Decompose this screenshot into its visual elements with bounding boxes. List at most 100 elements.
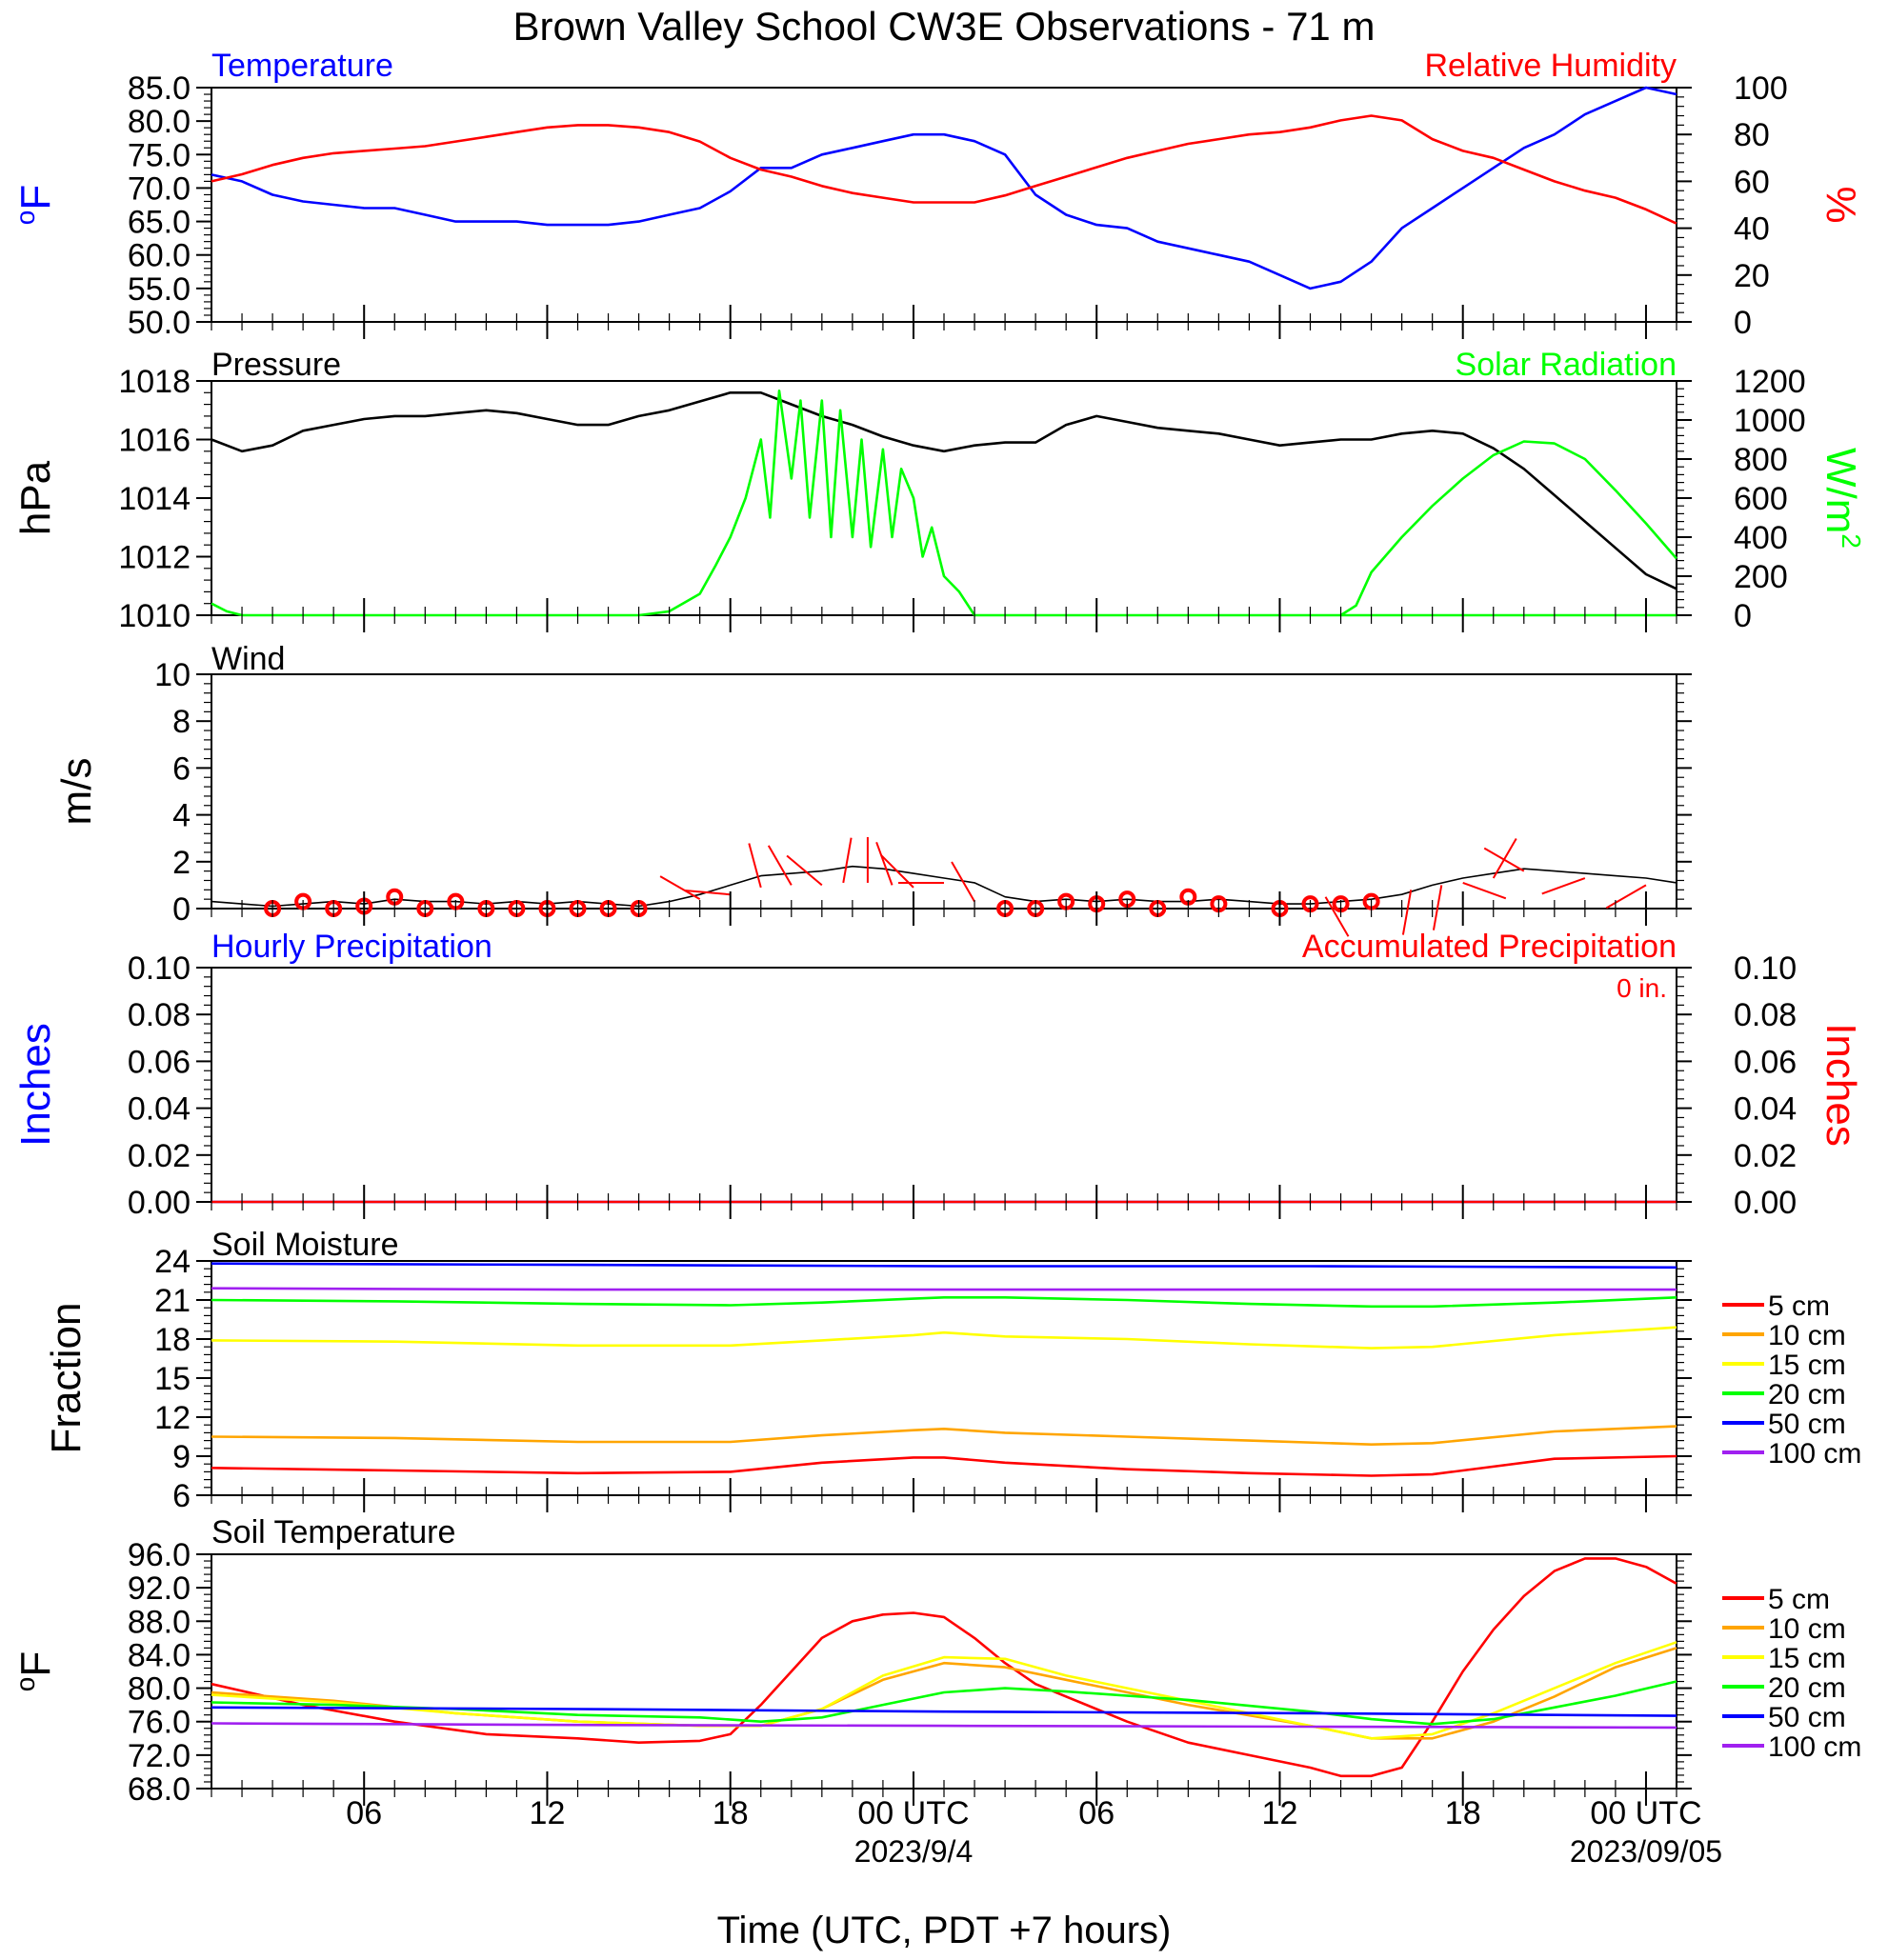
y-tick-label: 0.02 <box>128 1138 191 1174</box>
y-tick-label: 96.0 <box>128 1537 191 1573</box>
temperature-plot-frame <box>211 87 1677 323</box>
soil-moisture-unit: Fraction <box>43 1303 90 1454</box>
y-tick-label: 15 <box>154 1361 191 1397</box>
y-tick-label-right: 400 <box>1734 520 1788 556</box>
wind-barb <box>875 841 894 886</box>
hourly-precip-title: Hourly Precipitation <box>211 929 492 965</box>
y-tick-label-right: 0.00 <box>1734 1185 1797 1221</box>
unit-letter: F <box>12 1651 59 1677</box>
wind-barb <box>1401 890 1413 935</box>
pressure-title: Pressure <box>211 347 341 383</box>
humidity-title: Relative Humidity <box>1424 48 1677 84</box>
wind-barb <box>1462 882 1507 900</box>
x-tick-label: 18 <box>713 1795 749 1831</box>
pressure-line <box>211 390 1677 590</box>
wind-plot-frame <box>211 673 1677 910</box>
y-tick-label: 1018 <box>118 364 191 400</box>
precipitation-panel: Hourly Precipitation Accumulated Precipi… <box>12 929 1864 1221</box>
y-tick-label: 84.0 <box>128 1637 191 1673</box>
temperature-unit: oF <box>10 185 59 225</box>
solar-title: Solar Radiation <box>1456 347 1677 383</box>
x-axis-title: Time (UTC, PDT +7 hours) <box>717 1910 1172 1951</box>
y-tick-label-right: 0.10 <box>1734 950 1797 987</box>
unit-letter: F <box>12 185 59 210</box>
precip-left-unit: Inches <box>12 1023 59 1147</box>
y-tick-label-right: 0.02 <box>1734 1138 1797 1174</box>
y-tick-label: 9 <box>172 1439 191 1475</box>
wind-title: Wind <box>211 641 285 677</box>
15-cm-line <box>211 1326 1677 1350</box>
pressure-solar-panel: Pressure Solar Radiation hPa W/m2 101010… <box>12 347 1866 634</box>
y-tick-label: 75.0 <box>128 137 191 173</box>
solar-radiation-day-2--line <box>1339 440 1677 617</box>
y-tick-label: 4 <box>172 798 191 834</box>
wind-barb <box>1483 847 1525 872</box>
solar-unit: W/m2 <box>1818 448 1866 549</box>
y-tick-label: 68.0 <box>128 1771 191 1808</box>
legend-label: 5 cm <box>1768 1584 1830 1615</box>
soil-moisture-series <box>211 1262 1677 1477</box>
soil-temperature-panel: Soil Temperature oF 68.072.076.080.084.0… <box>10 1514 1861 1808</box>
soil-moisture-x-ticks <box>211 1478 1677 1512</box>
y-tick-label: 72.0 <box>128 1738 191 1774</box>
legend-label: 100 cm <box>1768 1438 1861 1470</box>
y-tick-label: 50.0 <box>128 305 191 341</box>
y-tick-label-right: 20 <box>1734 258 1770 294</box>
y-tick-label-right: 1000 <box>1734 403 1806 439</box>
temperature-line <box>211 86 1677 290</box>
wind-barb <box>786 854 823 887</box>
soil-temperature-unit: oF <box>10 1651 59 1691</box>
y-tick-label-right: 200 <box>1734 559 1788 595</box>
y-tick-label-right: 0 <box>1734 305 1752 341</box>
y-tick-label: 70.0 <box>128 170 191 207</box>
temperature-humidity-series <box>211 86 1677 290</box>
y-tick-label-right: 80 <box>1734 117 1770 153</box>
wind-barb <box>1541 877 1586 895</box>
y-tick-label: 1014 <box>118 481 191 517</box>
temperature-humidity-panel: Temperature Relative Humidity oF % 50.05… <box>10 48 1864 341</box>
degree-superscript: o <box>10 1677 40 1692</box>
y-tick-label: 10 <box>154 657 191 693</box>
y-tick-label-right: 600 <box>1734 481 1788 517</box>
wind-barb <box>1492 837 1517 879</box>
chart-title: Brown Valley School CW3E Observations - … <box>513 4 1376 49</box>
y-tick-label: 0.10 <box>128 950 191 987</box>
humidity-unit: % <box>1818 186 1864 223</box>
wind-barb <box>684 890 731 896</box>
wind-barb <box>1324 896 1350 937</box>
y-tick-label: 1010 <box>118 598 191 634</box>
unit-base: W/m <box>1818 448 1864 533</box>
x-tick-label: 18 <box>1445 1795 1481 1831</box>
y-tick-label: 12 <box>154 1400 191 1436</box>
y-tick-label: 1012 <box>118 540 191 576</box>
y-tick-label: 24 <box>154 1244 191 1280</box>
y-tick-label: 8 <box>172 704 191 740</box>
soil-moisture-plot-frame <box>211 1260 1677 1496</box>
relative-humidity-line <box>211 114 1677 225</box>
wind-unit: m/s <box>53 758 100 826</box>
20-cm-line <box>211 1296 1677 1309</box>
y-tick-label-right: 0.08 <box>1734 997 1797 1033</box>
legend-label: 15 cm <box>1768 1350 1846 1381</box>
10-cm-line <box>211 1425 1677 1446</box>
x-tick-label: 06 <box>346 1795 382 1831</box>
temperature-ticks: 50.055.060.065.070.075.080.085.0 <box>128 70 211 341</box>
y-tick-label-right: 40 <box>1734 211 1770 248</box>
50-cm-line <box>211 1262 1677 1270</box>
legend-label: 50 cm <box>1768 1409 1846 1440</box>
y-tick-label: 0.06 <box>128 1044 191 1080</box>
wind-barb <box>951 861 975 903</box>
soil-temperature-plot-frame <box>211 1553 1677 1790</box>
y-tick-label: 18 <box>154 1322 191 1358</box>
y-tick-label: 76.0 <box>128 1705 191 1741</box>
x-tick-date-label: 2023/09/05 <box>1570 1834 1722 1869</box>
legend-label: 10 cm <box>1768 1320 1846 1351</box>
wind-right-ticks <box>1677 673 1692 910</box>
soil-temperature-x-ticks <box>211 1771 1677 1806</box>
wind-barb <box>1432 885 1443 930</box>
y-tick-label: 92.0 <box>128 1570 191 1607</box>
wind-barb <box>659 875 701 901</box>
wind-series <box>211 836 1677 937</box>
